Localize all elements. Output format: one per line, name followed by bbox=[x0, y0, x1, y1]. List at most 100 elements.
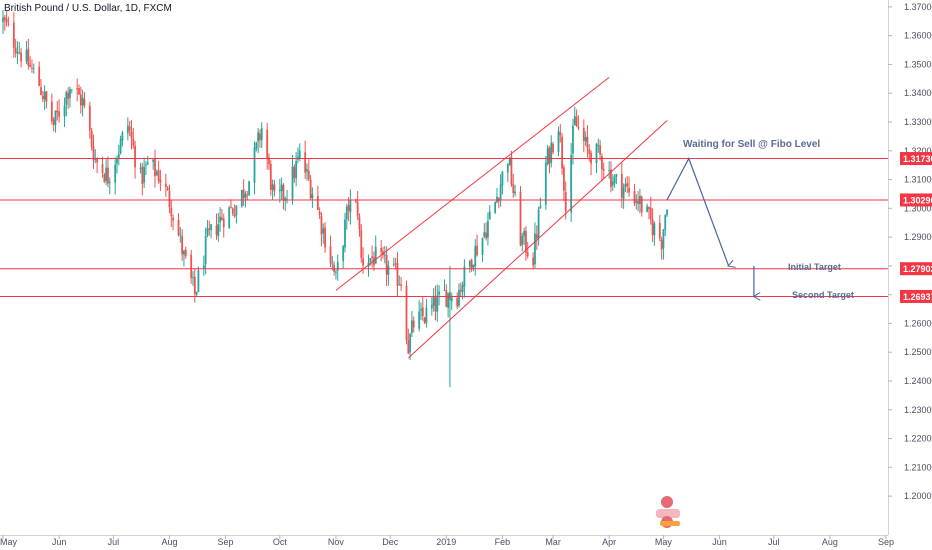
candle-body bbox=[105, 167, 108, 181]
candle-body bbox=[336, 262, 339, 271]
candle-body bbox=[552, 144, 554, 153]
candle-body bbox=[76, 88, 79, 90]
candle-body bbox=[52, 119, 55, 126]
candle-body bbox=[559, 132, 562, 136]
price-axis: 1.37000 1.36000 1.35000 1.34000 1.33000 1.320… bbox=[888, 0, 932, 535]
candle-body bbox=[392, 263, 395, 265]
price-tick-label: 1.29000 bbox=[904, 232, 932, 242]
candle-body bbox=[119, 138, 122, 153]
time-axis: May Jun Jul Aug Sep Oct Nov Dec 2019 Feb Mar Apr May… bbox=[0, 535, 894, 547]
candle-body bbox=[537, 209, 540, 238]
candle-body bbox=[94, 158, 97, 160]
candle-body bbox=[159, 179, 162, 183]
candle-body bbox=[255, 142, 258, 149]
horizontal-levels bbox=[0, 158, 888, 297]
sell-note-label: Waiting for Sell @ Fibo Level bbox=[683, 139, 820, 150]
candle-body bbox=[291, 166, 294, 201]
candle-body bbox=[126, 125, 129, 133]
candle-body bbox=[354, 200, 357, 202]
candle-body bbox=[208, 228, 211, 230]
candle-body bbox=[400, 284, 402, 286]
candle-body bbox=[40, 87, 42, 96]
price-tick-label: 1.33000 bbox=[904, 117, 932, 127]
candle-body bbox=[38, 66, 41, 86]
candle-body bbox=[271, 184, 274, 190]
price-tick-label: 1.32000 bbox=[904, 146, 932, 156]
candle-body bbox=[472, 264, 475, 268]
tradingview-logo bbox=[656, 496, 680, 528]
candle-body bbox=[450, 297, 453, 302]
candle-body bbox=[362, 258, 364, 266]
candle-body bbox=[183, 250, 185, 255]
candle-body bbox=[63, 105, 66, 117]
candle-body bbox=[248, 181, 250, 196]
candle-body bbox=[295, 161, 298, 179]
price-tick-label: 1.31000 bbox=[904, 175, 932, 185]
candle-body bbox=[525, 230, 527, 253]
candle-body bbox=[69, 89, 71, 98]
candle-body bbox=[141, 166, 144, 184]
candle-body bbox=[18, 52, 21, 53]
candle-body bbox=[259, 133, 261, 141]
candle-body bbox=[610, 169, 612, 187]
candle-body bbox=[260, 128, 263, 141]
price-tick-label: 1.30000 bbox=[904, 203, 932, 213]
candle-body bbox=[407, 339, 410, 354]
candle-body bbox=[447, 293, 450, 308]
candle-body bbox=[611, 181, 614, 186]
candle-body bbox=[58, 111, 60, 117]
price-tick-label: 1.21000 bbox=[904, 462, 932, 472]
candle-body bbox=[164, 183, 167, 187]
candle-body bbox=[546, 148, 549, 164]
candle-body bbox=[463, 266, 466, 287]
candle-body bbox=[602, 168, 605, 171]
candle-body bbox=[380, 248, 383, 252]
price-level-tag bbox=[900, 193, 932, 207]
candle-body bbox=[81, 97, 84, 106]
candle-body bbox=[128, 126, 131, 131]
candle-body bbox=[235, 205, 238, 216]
candle-body bbox=[242, 189, 245, 199]
candle-body bbox=[170, 207, 173, 217]
candle-body bbox=[468, 261, 471, 267]
candle-body bbox=[206, 228, 209, 236]
candle-body bbox=[329, 246, 332, 264]
price-level-tag bbox=[900, 262, 932, 276]
candle-body bbox=[608, 170, 611, 171]
second-target-label: Second Target bbox=[792, 290, 854, 300]
channel-lower-line bbox=[407, 120, 668, 359]
candle-body bbox=[485, 232, 488, 239]
candle-body bbox=[539, 205, 542, 209]
price-level-tag-label: 1.27902 bbox=[903, 264, 932, 274]
candle-body bbox=[266, 129, 269, 159]
candle-body bbox=[649, 207, 652, 220]
annotation-labels: Waiting for Sell @ Fibo Level Initial Tar… bbox=[683, 139, 854, 300]
candle-body bbox=[83, 98, 86, 106]
candle-body bbox=[172, 217, 174, 221]
candle-body bbox=[50, 101, 53, 122]
candle-body bbox=[121, 132, 124, 141]
candle-body bbox=[577, 126, 580, 129]
candle-body bbox=[318, 211, 321, 215]
candle-body bbox=[646, 206, 649, 213]
candle-body bbox=[369, 258, 372, 262]
candle-body bbox=[217, 224, 220, 237]
candle-body bbox=[499, 184, 502, 201]
price-tick-label: 1.22000 bbox=[904, 434, 932, 444]
candle-body bbox=[155, 171, 158, 175]
candle-body bbox=[398, 284, 401, 286]
candle-body bbox=[67, 92, 70, 100]
candle-body bbox=[423, 317, 426, 323]
candle-body bbox=[483, 231, 486, 237]
logo-bottom-bar bbox=[660, 521, 680, 526]
price-level-tag bbox=[900, 152, 932, 166]
candle-body bbox=[494, 201, 497, 213]
candle-body bbox=[335, 271, 337, 273]
candle-body bbox=[54, 110, 57, 125]
price-level-tag-label: 1.30290 bbox=[903, 195, 932, 205]
time-tick-label: Oct bbox=[273, 537, 288, 547]
candle-body bbox=[228, 207, 231, 228]
candle-body bbox=[347, 205, 350, 211]
